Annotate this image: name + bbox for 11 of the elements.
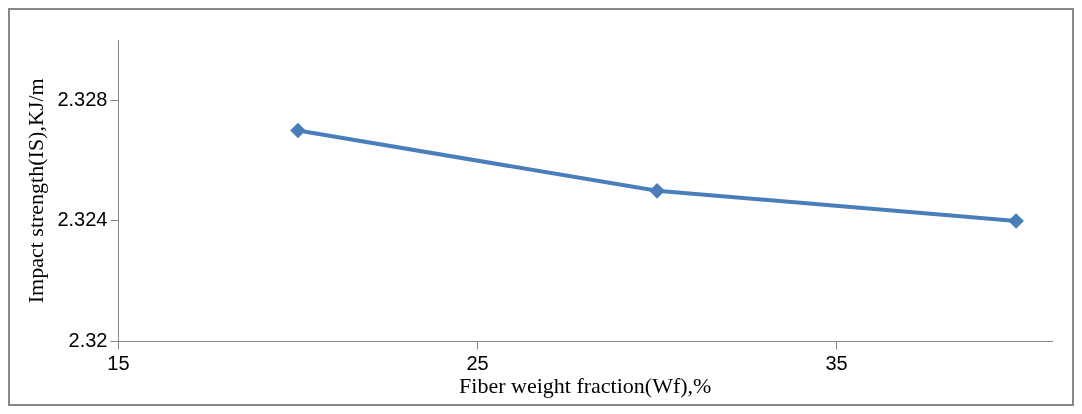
- y-tick-label: 2.32: [68, 329, 108, 352]
- x-tick-label: 25: [466, 352, 489, 375]
- y-axis-title: Impact strength(IS),KJ/m: [22, 78, 48, 304]
- x-tick-label: 35: [825, 352, 848, 375]
- y-tick-label: 2.324: [57, 208, 108, 231]
- point: [1009, 213, 1024, 228]
- x-tick-label: 15: [107, 352, 130, 375]
- y-tick-label: 2.328: [57, 87, 108, 110]
- x-axis-title: Fiber weight fraction(Wf),%: [459, 372, 712, 398]
- point: [650, 183, 665, 198]
- point: [290, 123, 305, 138]
